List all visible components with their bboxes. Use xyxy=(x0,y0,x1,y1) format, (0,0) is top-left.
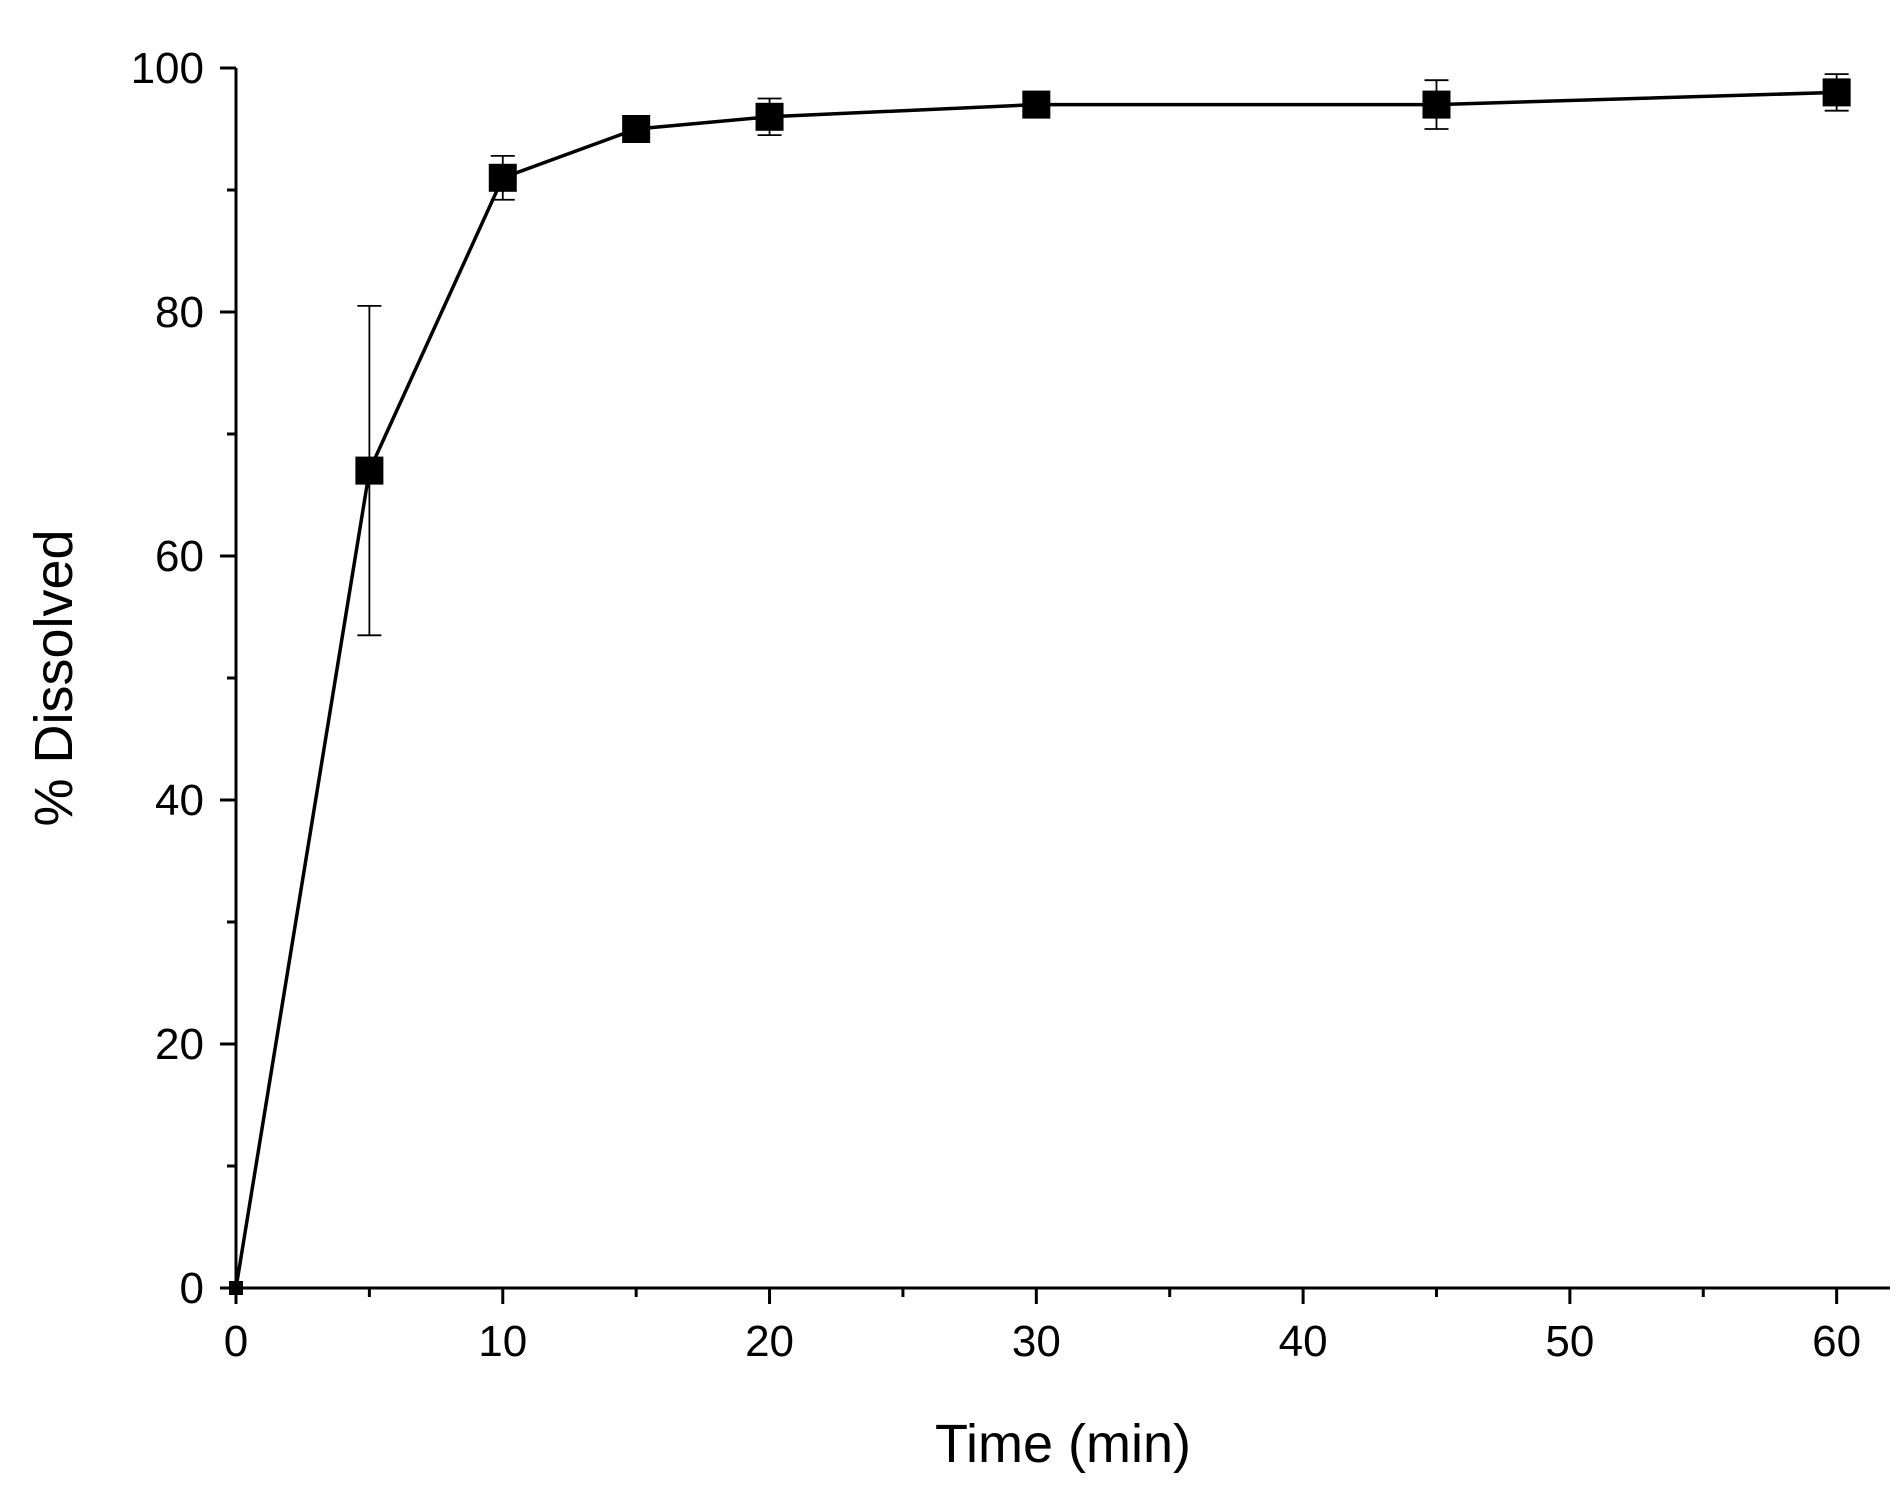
y-tick-label: 100 xyxy=(131,44,204,93)
y-tick-label: 60 xyxy=(155,532,204,581)
series-line-group xyxy=(234,90,1837,1289)
x-ticks: 0 10 20 30 40 50 60 xyxy=(224,1288,1861,1366)
x-tick-label: 0 xyxy=(224,1317,248,1366)
y-axis-title: % Dissolved xyxy=(24,529,84,826)
y-tick-label: 40 xyxy=(155,776,204,825)
error-bars xyxy=(357,73,1849,637)
x-tick-label: 50 xyxy=(1545,1317,1594,1366)
data-point xyxy=(1822,78,1851,107)
y-tick-label: 0 xyxy=(180,1264,204,1313)
y-ticks: 0 20 40 60 80 100 xyxy=(131,44,236,1313)
y-tick-label: 80 xyxy=(155,288,204,337)
data-point xyxy=(1022,90,1051,119)
x-axis-title: Time (min) xyxy=(935,1414,1191,1474)
data-point xyxy=(1422,90,1451,119)
x-tick-label: 40 xyxy=(1279,1317,1328,1366)
x-tick-label: 10 xyxy=(478,1317,527,1366)
x-tick-label: 20 xyxy=(745,1317,794,1366)
x-tick-label: 60 xyxy=(1812,1317,1861,1366)
axes xyxy=(234,68,1890,1290)
series-line xyxy=(234,90,1837,1289)
y-tick-label: 20 xyxy=(155,1020,204,1069)
data-point xyxy=(488,163,517,192)
data-point xyxy=(355,456,384,485)
data-point xyxy=(622,115,651,143)
markers xyxy=(229,78,1851,1295)
x-tick-label: 30 xyxy=(1012,1317,1061,1366)
data-point xyxy=(755,102,784,131)
